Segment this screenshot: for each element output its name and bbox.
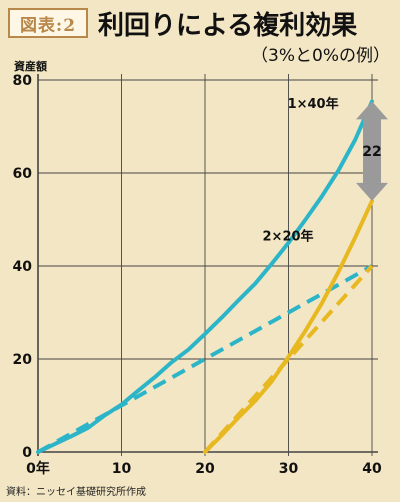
y-tick-label: 20 bbox=[13, 352, 33, 368]
y-axis-title: 資産額 bbox=[14, 59, 47, 73]
x-tick-label: 30 bbox=[279, 461, 299, 477]
x-tick-label: 10 bbox=[112, 461, 132, 477]
series-line-cyan bbox=[36, 99, 374, 454]
x-tick-label: 20 bbox=[195, 461, 215, 477]
axes-group: 資産額 0 20 40 60 80 0年 10 20 30 40 bbox=[13, 59, 382, 477]
difference-arrow bbox=[356, 101, 388, 201]
figure-badge: 図表:2 bbox=[8, 8, 88, 38]
annotations-group: 1×40年 2×20年 22 bbox=[263, 96, 388, 244]
header: 図表:2 利回りによる複利効果 （3%と0%の例） bbox=[0, 0, 400, 68]
chart-title: 利回りによる複利効果 bbox=[98, 11, 358, 41]
series-line-dashed-cyan bbox=[37, 264, 373, 454]
source-note: 資料：ニッセイ基礎研究所作成 bbox=[6, 487, 146, 498]
y-tick-label: 40 bbox=[13, 259, 33, 275]
x-tick-label: 40 bbox=[362, 461, 382, 477]
series-group bbox=[36, 99, 374, 454]
y-tick-label: 0 bbox=[22, 445, 32, 461]
series-line-gold bbox=[203, 198, 374, 454]
series-annotation: 1×40年 bbox=[288, 96, 339, 112]
chart-subtitle: （3%と0%の例） bbox=[251, 46, 390, 66]
series-line-dashed-gold bbox=[203, 264, 374, 454]
x-tick-label: 0年 bbox=[26, 460, 50, 477]
difference-label: 22 bbox=[362, 144, 381, 160]
y-tick-label: 80 bbox=[13, 73, 33, 89]
series-annotation: 2×20年 bbox=[263, 228, 314, 244]
y-tick-label: 60 bbox=[13, 166, 33, 182]
